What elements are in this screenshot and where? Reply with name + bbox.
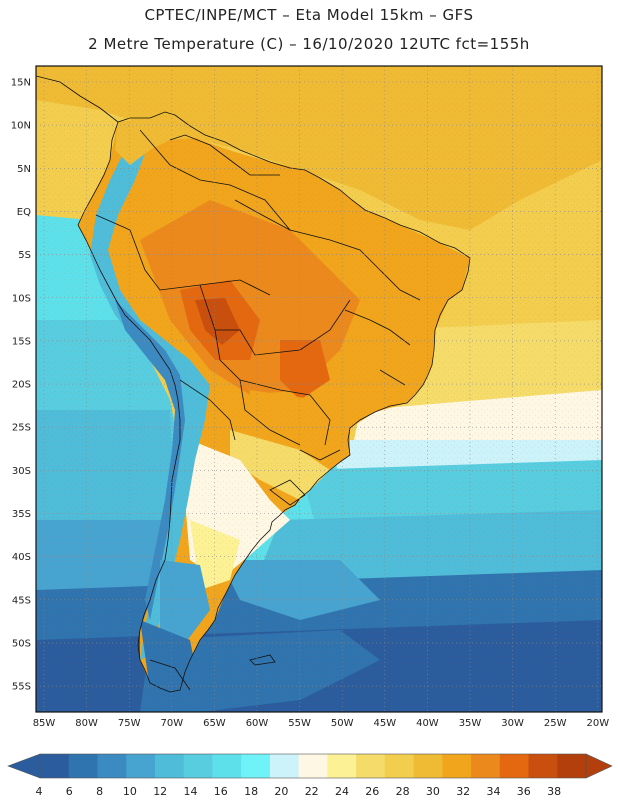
lon-tick-label: 80W — [75, 718, 98, 729]
lon-tick-label: 20W — [586, 718, 609, 729]
colorbar-swatch — [154, 754, 185, 778]
chart-title-line2: 2 Metre Temperature (C) – 16/10/2020 12U… — [88, 35, 530, 53]
coastlines-borders — [36, 75, 471, 693]
lon-tick-label: 65W — [203, 718, 226, 729]
colorbar-swatch — [126, 754, 156, 778]
colorbar-swatch — [384, 754, 414, 778]
colorbar-swatch — [471, 754, 501, 778]
colorbar-tick-label: 34 — [487, 785, 501, 798]
lon-tick-label: 30W — [501, 718, 524, 729]
lat-tick-label: 30S — [12, 466, 31, 477]
latitude-axis: 15N 10N 5N EQ 5S 10S 15S 20S 25S 30S 35S 40S 45S 50S 5… — [11, 78, 31, 693]
temperature-field — [36, 66, 602, 712]
lat-tick-label: 5S — [18, 250, 31, 261]
lat-tick-label: 10S — [12, 293, 31, 304]
colorbar-left-arrow — [7, 753, 41, 779]
colorbar-tick-label: 28 — [396, 785, 410, 798]
colorbar-swatch — [356, 754, 386, 778]
lat-tick-label: 35S — [12, 509, 31, 520]
lon-tick-label: 60W — [246, 718, 269, 729]
colorbar-tick-label: 16 — [214, 785, 228, 798]
colorbar-swatch — [327, 754, 357, 778]
colorbar-swatch — [183, 754, 213, 778]
lat-tick-label: 40S — [12, 552, 31, 563]
lat-tick-label: 15S — [12, 336, 31, 347]
lon-tick-label: 45W — [373, 718, 396, 729]
colorbar-tick-label: 6 — [66, 785, 73, 798]
colorbar-tick-label: 24 — [335, 785, 349, 798]
colorbar-tick-label: 4 — [36, 785, 43, 798]
lon-tick-label: 35W — [459, 718, 482, 729]
lat-tick-label: 5N — [17, 164, 31, 175]
colorbar-tick-label: 32 — [456, 785, 470, 798]
lat-tick-label: 45S — [12, 595, 31, 606]
colorbar-swatch — [68, 754, 98, 778]
colorbar-tick-label: 10 — [123, 785, 137, 798]
colorbar-tick-label: 20 — [274, 785, 288, 798]
colorbar-tick-label: 36 — [517, 785, 531, 798]
lon-tick-label: 75W — [118, 718, 141, 729]
colorbar-frame — [39, 753, 587, 779]
colorbar-tick-label: 22 — [305, 785, 319, 798]
colorbar-swatch — [413, 754, 443, 778]
lat-tick-label: 50S — [12, 638, 31, 649]
lat-tick-label: 20S — [12, 380, 31, 391]
colorbar-swatch — [97, 754, 127, 778]
lon-tick-label: 50W — [331, 718, 354, 729]
colorbar-tick-label: 8 — [96, 785, 103, 798]
colorbar-right-arrow — [585, 753, 613, 779]
colorbar-swatch — [298, 754, 328, 778]
colorbar-tick-label: 38 — [547, 785, 561, 798]
chart-title-line1: CPTEC/INPE/MCT – Eta Model 15km – GFS — [144, 6, 474, 24]
lon-tick-label: 85W — [33, 718, 56, 729]
lon-tick-label: 55W — [288, 718, 311, 729]
longitude-axis: 85W 80W 75W 70W 65W 60W 55W 50W 45W 40W 35W 30W 25W 2… — [33, 718, 610, 729]
colorbar-tick-label: 30 — [426, 785, 440, 798]
colorbar-tick-label: 26 — [365, 785, 379, 798]
lat-tick-label: 55S — [12, 682, 31, 693]
lon-tick-label: 70W — [160, 718, 183, 729]
lon-tick-label: 25W — [544, 718, 567, 729]
map-frame — [35, 65, 603, 713]
colorbar-swatch — [40, 754, 70, 778]
colorbar-swatch — [528, 754, 558, 778]
lon-tick-label: 40W — [416, 718, 439, 729]
colorbar-swatch — [241, 754, 271, 778]
colorbar-swatch — [499, 754, 529, 778]
colorbar-tick-label: 18 — [244, 785, 258, 798]
colorbar-swatch — [269, 754, 300, 778]
colorbar-tick-label: 14 — [184, 785, 198, 798]
colorbar-swatch — [557, 754, 587, 778]
lat-tick-label: 10N — [11, 121, 31, 132]
lat-tick-label: 15N — [11, 78, 31, 89]
colorbar-swatch — [442, 754, 472, 778]
colorbar-tick-label: 12 — [153, 785, 167, 798]
colorbar: 4 6 8 10 12 14 16 18 20 22 24 26 28 30 32 34 36 38 — [7, 753, 613, 798]
lat-tick-label: 25S — [12, 423, 31, 434]
lat-tick-label: EQ — [17, 207, 31, 218]
colorbar-swatch — [212, 754, 242, 778]
